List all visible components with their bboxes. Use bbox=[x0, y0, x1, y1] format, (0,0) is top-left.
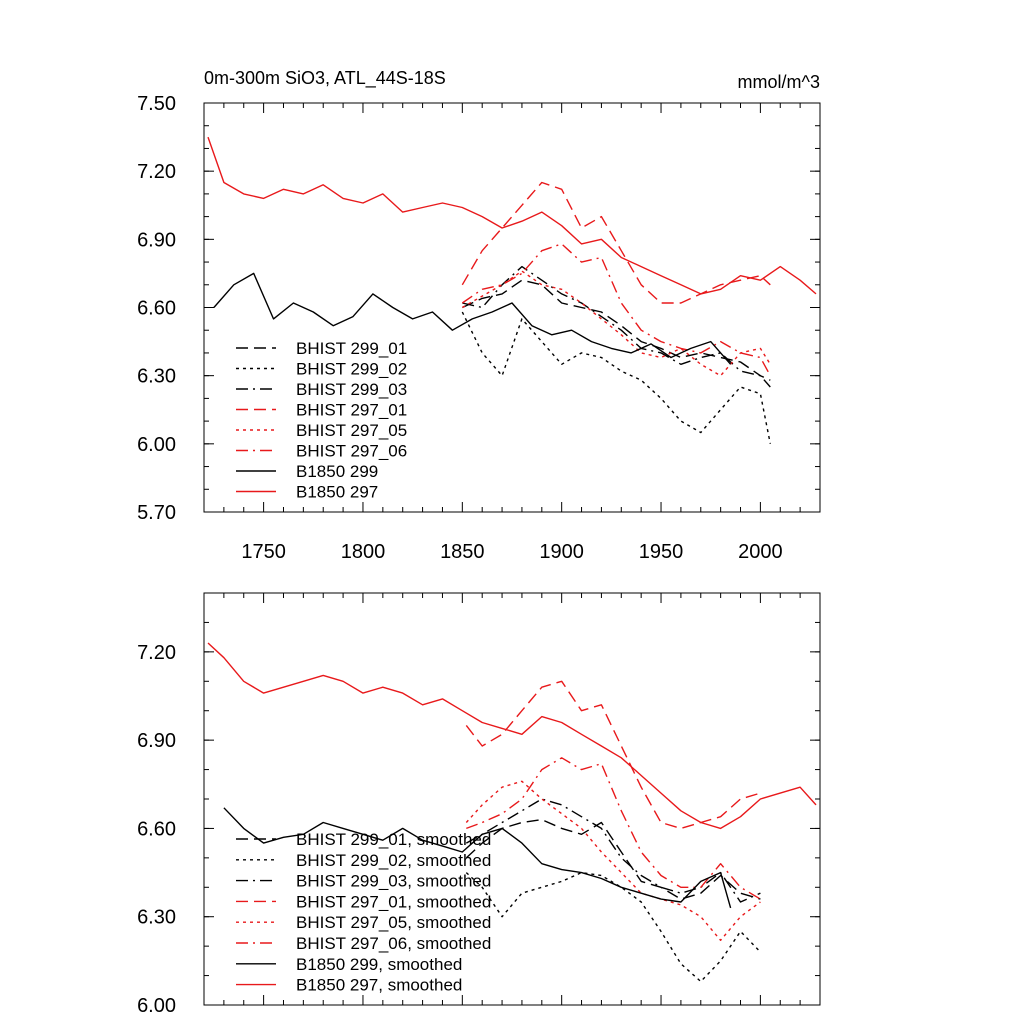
series-line-4 bbox=[461, 270, 771, 377]
series-line-1 bbox=[461, 311, 771, 444]
y-tick-label: 6.60 bbox=[137, 298, 176, 320]
x-tick-label: 1750 bbox=[241, 541, 286, 563]
legend-label-7: B1850 297, smoothed bbox=[296, 976, 462, 995]
series-line-2 bbox=[462, 265, 771, 388]
legend-label-2: BHIST 299_03, smoothed bbox=[296, 872, 491, 891]
y-tick-label: 5.70 bbox=[137, 502, 176, 524]
y-tick-label: 6.60 bbox=[137, 818, 176, 840]
y-tick-label: 7.20 bbox=[137, 642, 176, 664]
series-line-0 bbox=[465, 818, 761, 900]
top-plot-frame bbox=[203, 102, 821, 513]
y-tick-label: 6.30 bbox=[137, 907, 176, 929]
legend-label-4: BHIST 297_05 bbox=[296, 421, 407, 440]
y-tick-label: 7.50 bbox=[137, 93, 176, 115]
series-line-6 bbox=[223, 807, 732, 909]
x-tick-label: 1850 bbox=[440, 541, 485, 563]
top-title-right: mmol/m^3 bbox=[738, 72, 820, 92]
x-tick-label: 1800 bbox=[341, 541, 386, 563]
top-title-left: 0m-300m SiO3, ATL_44S-18S bbox=[204, 68, 446, 89]
y-tick-label: 6.00 bbox=[137, 995, 176, 1017]
legend-label-5: BHIST 297_06, smoothed bbox=[296, 934, 491, 953]
legend-label-4: BHIST 297_05, smoothed bbox=[296, 913, 491, 932]
y-tick-label: 6.90 bbox=[137, 730, 176, 752]
series-line-7 bbox=[207, 136, 817, 295]
legend-label-0: BHIST 299_01 bbox=[296, 339, 407, 358]
legend-label-6: B1850 299, smoothed bbox=[296, 955, 462, 974]
legend-label-1: BHIST 299_02 bbox=[296, 360, 407, 379]
legend-label-6: B1850 299 bbox=[296, 462, 378, 481]
y-tick-label: 7.20 bbox=[137, 161, 176, 183]
legend-label-3: BHIST 297_01 bbox=[296, 401, 407, 420]
series-line-3 bbox=[465, 680, 761, 830]
y-tick-label: 6.90 bbox=[137, 229, 176, 251]
series-line-7 bbox=[207, 642, 817, 830]
series-line-1 bbox=[465, 871, 761, 983]
bottom-panel: 6.00 6.30 6.60 6.90 7.20 BHIST 299_01, smoot… bbox=[137, 592, 821, 1017]
y-tick-label: 6.00 bbox=[137, 434, 176, 456]
y-tick-label: 6.30 bbox=[137, 366, 176, 388]
legend-label-3: BHIST 297_01, smoothed bbox=[296, 892, 491, 911]
legend-label-2: BHIST 299_03 bbox=[296, 380, 407, 399]
series-line-4 bbox=[465, 780, 761, 941]
bottom-plot-frame bbox=[203, 592, 821, 1006]
series-line-5 bbox=[466, 757, 761, 900]
x-tick-label: 1900 bbox=[539, 541, 584, 563]
legend-label-5: BHIST 297_06 bbox=[296, 442, 407, 461]
legend-label-7: B1850 297 bbox=[296, 483, 378, 502]
series-line-5 bbox=[461, 243, 771, 377]
legend-label-0: BHIST 299_01, smoothed bbox=[296, 830, 491, 849]
x-tick-label: 1950 bbox=[639, 541, 684, 563]
x-tick-label: 2000 bbox=[738, 541, 783, 563]
series-line-3 bbox=[461, 181, 771, 304]
series-line-2 bbox=[465, 798, 761, 903]
series-line-6 bbox=[213, 272, 732, 365]
legend-label-1: BHIST 299_02, smoothed bbox=[296, 851, 491, 870]
top-panel: 0m-300m SiO3, ATL_44S-18S mmol/m^3 5.70 6… bbox=[137, 68, 821, 563]
